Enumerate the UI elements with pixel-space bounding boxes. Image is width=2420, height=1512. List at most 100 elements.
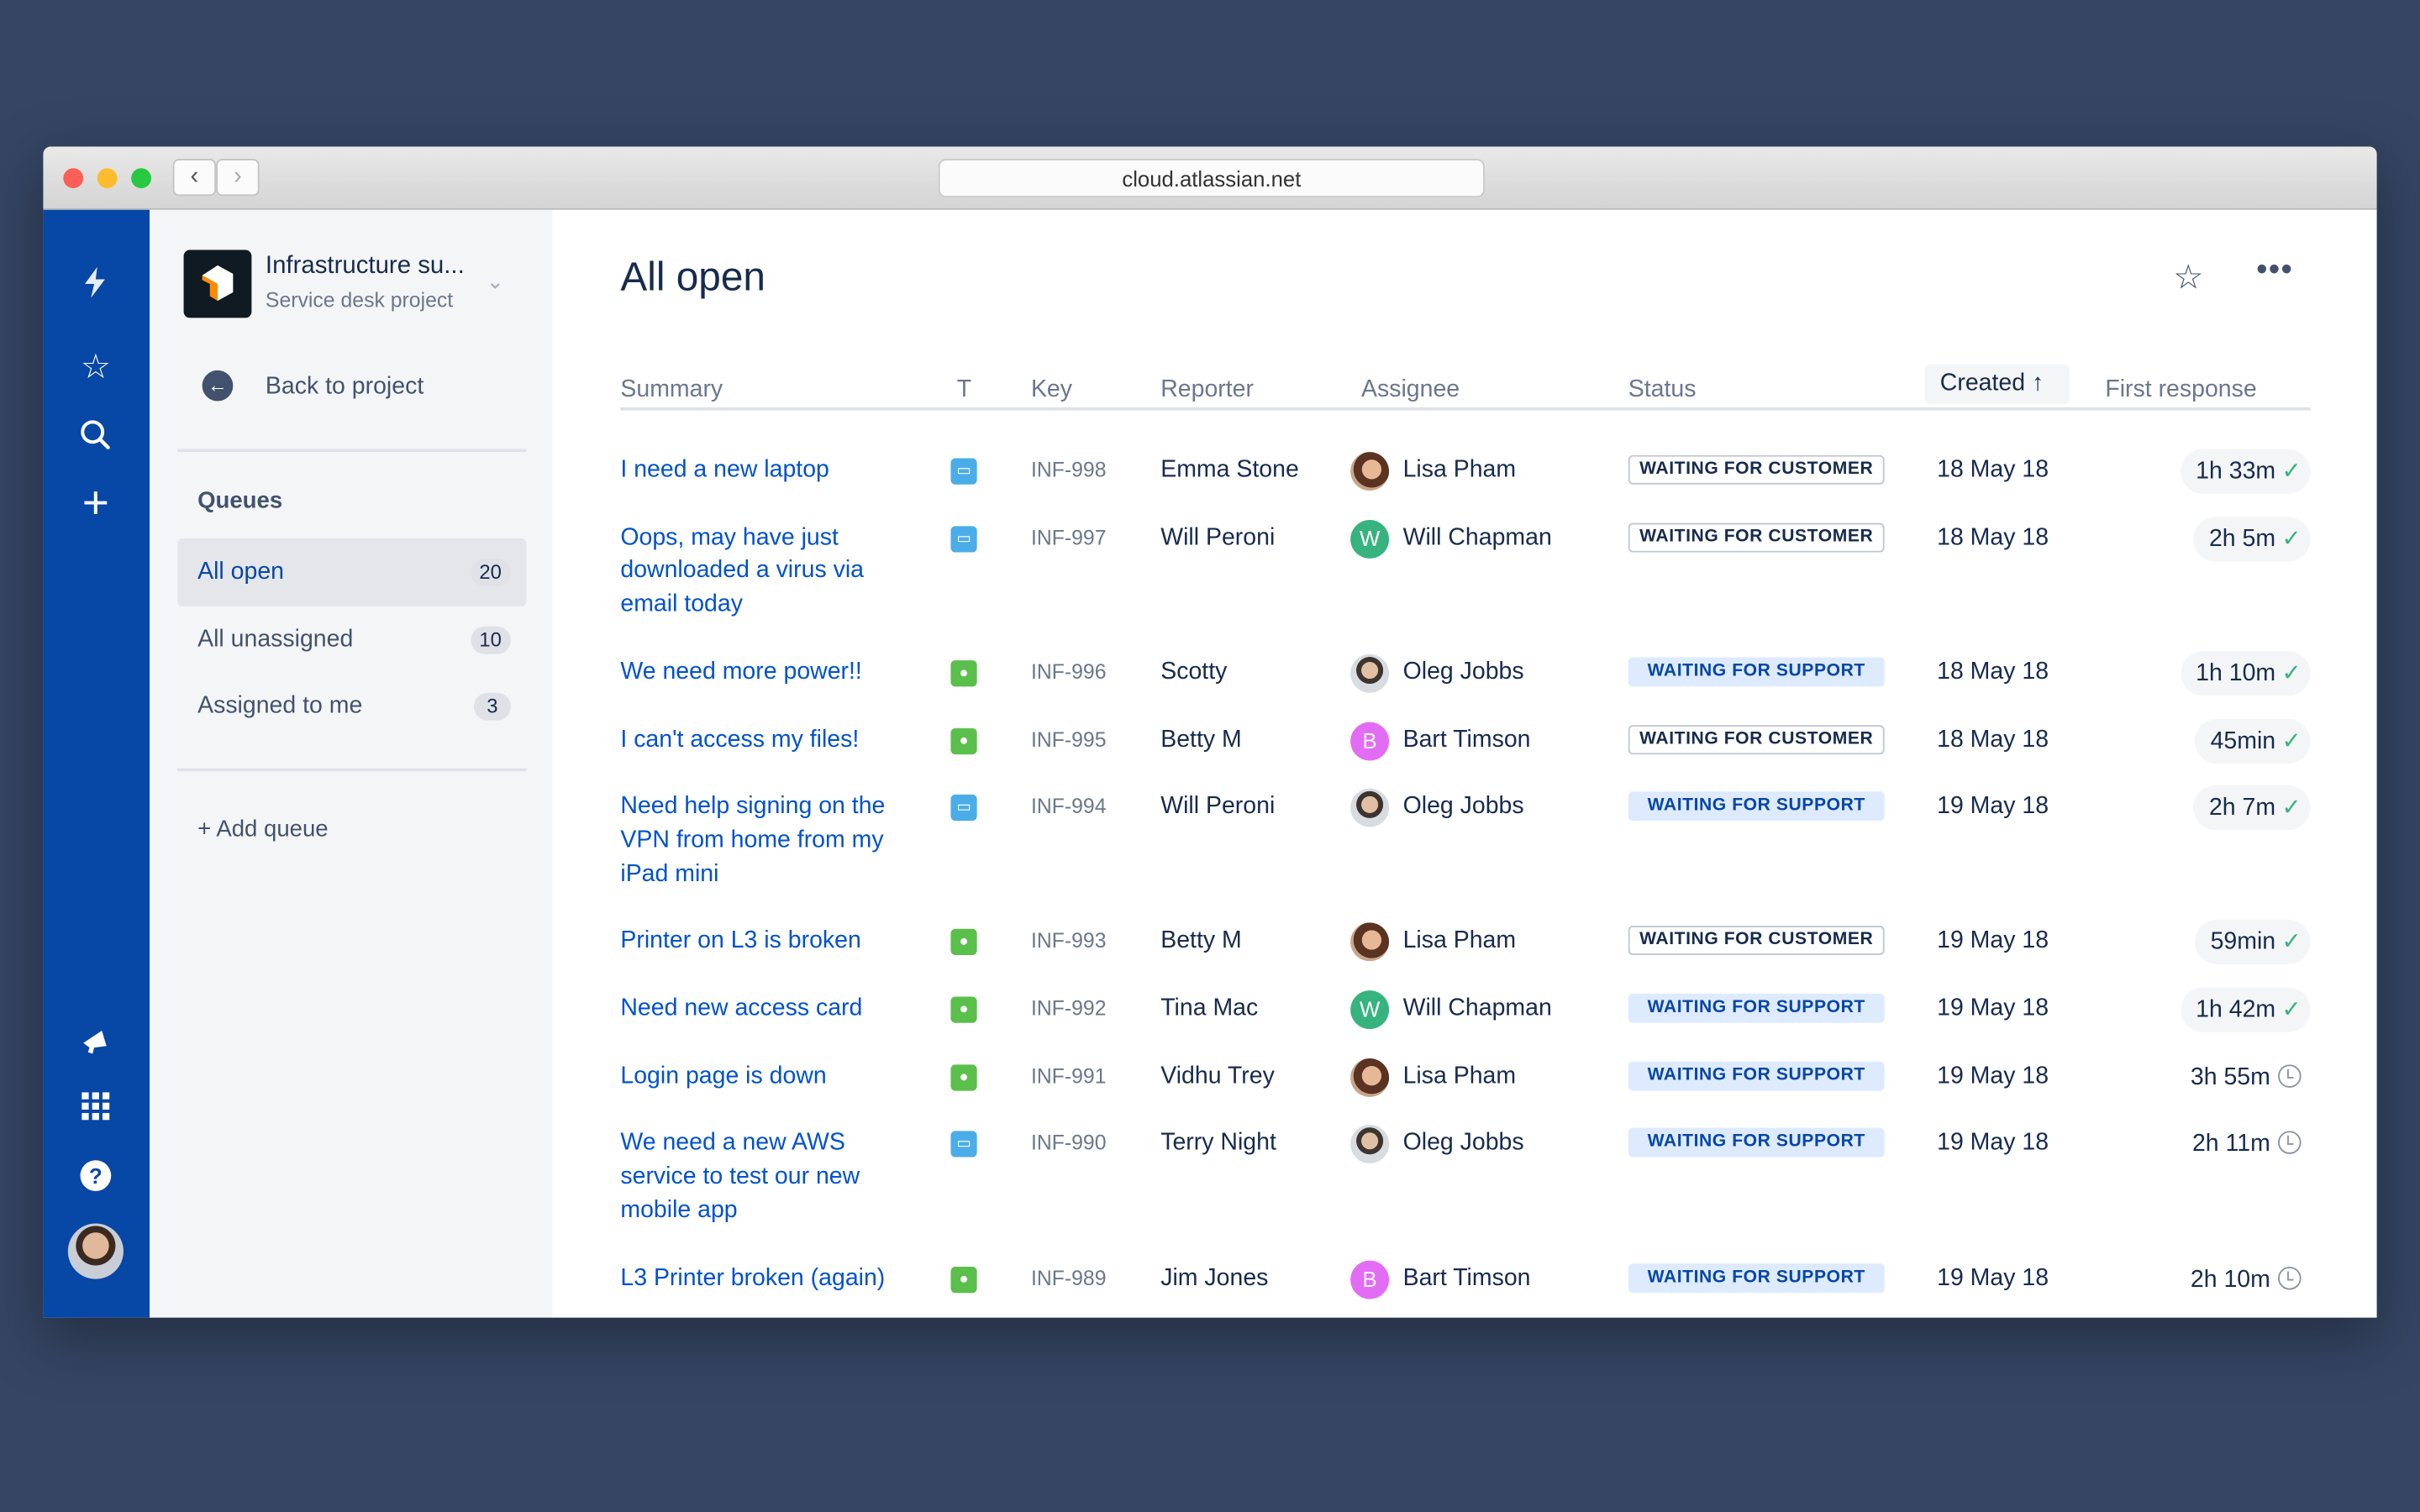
browser-forward-button[interactable]: › — [216, 159, 260, 197]
issue-key[interactable]: INF-994 — [1030, 795, 1107, 818]
project-sidebar: Infrastructure su... Service desk projec… — [150, 209, 553, 1318]
issue-summary-link[interactable]: Printer on L3 is broken — [620, 927, 861, 954]
issue-summary-link[interactable]: Need help signing on the VPN from home f… — [620, 793, 886, 887]
help-icon[interactable]: ? — [77, 1158, 114, 1195]
reporter: Terry Night — [1160, 1130, 1276, 1157]
issue-key[interactable]: INF-996 — [1030, 659, 1107, 684]
column-key[interactable]: Key — [1030, 376, 1073, 403]
column-reporter[interactable]: Reporter — [1160, 376, 1255, 403]
chevron-down-icon[interactable]: ⌄ — [486, 268, 505, 293]
issue-summary-link[interactable]: I need a new laptop — [620, 456, 829, 483]
table-row[interactable]: I need a new laptop ▭ INF-998 Emma Stone… — [620, 437, 2311, 504]
issue-key[interactable]: INF-989 — [1030, 1266, 1107, 1289]
reporter: Will Peroni — [1160, 793, 1276, 820]
column-summary[interactable]: Summary — [620, 376, 723, 403]
sla-time: 2h 11m — [2191, 1131, 2270, 1158]
table-row[interactable]: Oops, may have just downloaded a virus v… — [620, 504, 2311, 638]
check-icon: ✓ — [2281, 727, 2302, 754]
user-avatar[interactable] — [67, 1223, 124, 1279]
notifications-megaphone-icon[interactable] — [77, 1025, 114, 1062]
created-date: 19 May 18 — [1937, 995, 2049, 1021]
back-to-project-link[interactable]: Back to project — [265, 373, 424, 400]
maximize-window-button[interactable] — [131, 168, 152, 189]
table-row[interactable]: We need more power!! ● INF-996 Scotty Ol… — [620, 638, 2311, 706]
address-bar[interactable]: cloud.atlassian.net — [938, 159, 1485, 198]
queue-all-open[interactable]: All open 20 — [177, 538, 527, 606]
status-badge[interactable]: WAITING FOR SUPPORT — [1628, 657, 1885, 687]
issue-key[interactable]: INF-995 — [1030, 727, 1107, 751]
assignee-avatar — [1350, 654, 1390, 693]
back-arrow-icon[interactable]: ← — [202, 370, 234, 402]
jira-logo-icon[interactable] — [77, 264, 114, 301]
issue-summary-link[interactable]: Login page is down — [620, 1063, 827, 1089]
assignee: Lisa Pham — [1402, 927, 1517, 954]
column-first-response[interactable]: First response — [2105, 376, 2257, 403]
table-row[interactable]: L3 Printer broken (again) ● INF-989 Jim … — [620, 1244, 2310, 1311]
sla-time: 2h 5m — [2208, 525, 2276, 553]
status-badge[interactable]: WAITING FOR SUPPORT — [1628, 1128, 1885, 1158]
table-row[interactable]: Login page is down ● INF-991 Vidhu Trey … — [620, 1042, 2310, 1110]
add-queue-button[interactable]: + Add queue — [197, 816, 329, 843]
first-response-sla: 59min ✓ — [2195, 920, 2311, 965]
assignee-avatar: B — [1350, 721, 1390, 760]
issue-summary-link[interactable]: Oops, may have just downloaded a virus v… — [620, 523, 865, 617]
issue-key[interactable]: INF-998 — [1030, 458, 1107, 482]
issue-summary-link[interactable]: Need new access card — [620, 995, 863, 1021]
check-icon: ✓ — [2281, 458, 2302, 485]
issue-summary-link[interactable]: L3 Printer broken (again) — [620, 1264, 886, 1291]
assignee-avatar: B — [1350, 1259, 1390, 1299]
reporter: Betty M — [1160, 726, 1242, 753]
table-row[interactable]: Printer on L3 is broken ● INF-993 Betty … — [620, 908, 2311, 975]
sidebar-divider — [177, 449, 527, 453]
issue-summary-link[interactable]: I can't access my files! — [620, 726, 860, 753]
created-date: 19 May 18 — [1937, 1264, 2049, 1291]
table-row[interactable]: Need help signing on the VPN from home f… — [620, 774, 2311, 908]
first-response-sla: 1h 10m ✓ — [2180, 650, 2311, 696]
reporter: Vidhu Trey — [1160, 1063, 1275, 1089]
issue-summary-link[interactable]: We need a new AWS service to test our ne… — [620, 1130, 860, 1224]
issue-key[interactable]: INF-992 — [1030, 996, 1107, 1021]
table-row[interactable]: We need a new AWS service to test our ne… — [620, 1110, 2310, 1244]
issue-key[interactable]: INF-993 — [1030, 929, 1107, 953]
status-badge[interactable]: WAITING FOR CUSTOMER — [1628, 724, 1885, 754]
reporter: Tina Mac — [1160, 995, 1259, 1021]
status-badge[interactable]: WAITING FOR CUSTOMER — [1628, 926, 1885, 956]
status-badge[interactable]: WAITING FOR CUSTOMER — [1628, 522, 1885, 553]
sidebar-divider — [177, 768, 527, 772]
create-plus-icon[interactable]: + — [82, 478, 109, 530]
queue-all-unassigned[interactable]: All unassigned 10 — [177, 606, 526, 675]
assignee: Bart Timson — [1402, 726, 1531, 753]
issue-key[interactable]: INF-990 — [1030, 1131, 1107, 1155]
status-badge[interactable]: WAITING FOR SUPPORT — [1628, 791, 1885, 822]
queue-label: Assigned to me — [197, 692, 363, 719]
issue-key[interactable]: INF-997 — [1030, 525, 1107, 549]
assignee-avatar — [1350, 1125, 1390, 1164]
status-badge[interactable]: WAITING FOR SUPPORT — [1628, 1263, 1885, 1293]
assignee: Oleg Jobbs — [1402, 1130, 1524, 1157]
assignee: Will Chapman — [1402, 523, 1552, 551]
browser-back-button[interactable]: ‹ — [172, 159, 217, 197]
queue-assigned-to-me[interactable]: Assigned to me 3 — [177, 673, 526, 741]
sla-time: 2h 7m — [2208, 795, 2276, 822]
status-badge[interactable]: WAITING FOR CUSTOMER — [1628, 454, 1885, 485]
status-badge[interactable]: WAITING FOR SUPPORT — [1628, 1061, 1885, 1091]
status-badge[interactable]: WAITING FOR SUPPORT — [1628, 993, 1885, 1023]
column-status[interactable]: Status — [1628, 376, 1697, 403]
app-switcher-grid-icon[interactable] — [77, 1091, 114, 1128]
project-name[interactable]: Infrastructure su... — [265, 253, 465, 280]
more-options-icon[interactable]: ••• — [2256, 253, 2294, 287]
column-type[interactable]: T — [956, 376, 972, 403]
star-icon[interactable]: ☆ — [2173, 257, 2204, 297]
issue-summary-link[interactable]: We need more power!! — [620, 658, 862, 685]
sla-time: 3h 55m — [2190, 1063, 2270, 1091]
table-row[interactable]: Need new access card ● INF-992 Tina Mac … — [620, 975, 2311, 1042]
star-icon[interactable]: ☆ — [80, 347, 111, 386]
issue-key[interactable]: INF-991 — [1030, 1063, 1107, 1088]
column-assignee[interactable]: Assignee — [1361, 376, 1460, 403]
column-created[interactable]: Created ↑ — [1924, 364, 2070, 405]
minimize-window-button[interactable] — [97, 168, 118, 189]
sla-time: 45min — [2210, 727, 2276, 754]
search-icon[interactable] — [77, 418, 114, 455]
table-row[interactable]: I can't access my files! ● INF-995 Betty… — [620, 706, 2311, 773]
close-window-button[interactable] — [63, 168, 84, 189]
